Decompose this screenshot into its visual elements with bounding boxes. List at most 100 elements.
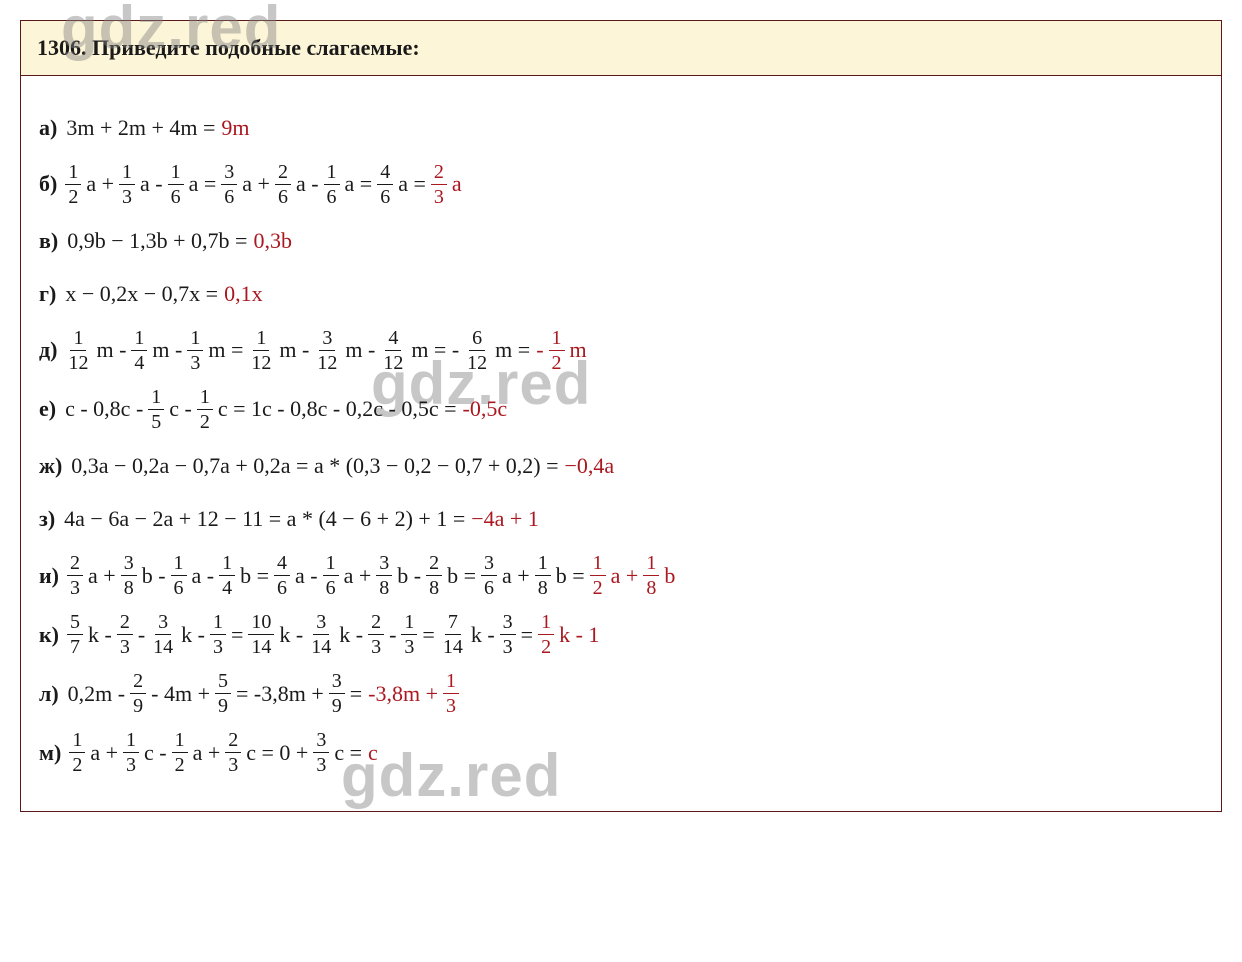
expr-text: c = 1c - 0,8c - 0,2c - 0,5c = [218,389,457,429]
fraction-numerator: 1 [590,553,606,576]
fraction-denominator: 6 [324,185,340,207]
fraction-numerator: 2 [117,612,133,635]
fraction-denominator: 3 [368,635,384,657]
fraction-numerator: 4 [377,162,393,185]
answer-text: - [536,330,543,370]
fraction: 612 [464,328,490,373]
fraction-numerator: 1 [443,671,459,694]
fraction-numerator: 3 [121,553,137,576]
answer-text: −0,4a [565,446,615,486]
header-text: 1306. Приведите подобные слагаемые: [37,35,420,60]
fraction-denominator: 6 [274,576,290,598]
fraction-denominator: 2 [538,635,554,657]
expr-text: - 4m + [151,674,210,714]
answer-text: 0,3b [253,221,292,261]
fraction-denominator: 9 [130,694,146,716]
fraction: 13 [187,328,203,373]
fraction: 23 [368,612,384,657]
fraction-denominator: 7 [67,635,83,657]
fraction-denominator: 6 [171,576,187,598]
fraction-numerator: 1 [538,612,554,635]
fraction-denominator: 8 [376,576,392,598]
fraction-denominator: 6 [481,576,497,598]
expr-text: = [350,674,362,714]
fraction: 26 [275,162,291,207]
fraction-numerator: 3 [481,553,497,576]
expr-text: a + [86,164,114,204]
fraction-numerator: 1 [323,553,339,576]
row-label: е) [39,389,56,429]
fraction-denominator: 3 [210,635,226,657]
fraction-denominator: 3 [225,753,241,775]
row-label: в) [39,221,58,261]
fraction-denominator: 3 [431,185,447,207]
fraction: 16 [168,162,184,207]
answer-text: -0,5c [463,389,508,429]
fraction: 29 [130,671,146,716]
expr-text: c = 0 + [246,733,308,773]
expr-text: a + [193,733,221,773]
fraction: 23 [67,553,83,598]
fraction-denominator: 12 [65,351,91,373]
fraction-numerator: 3 [313,612,329,635]
fraction-numerator: 2 [67,553,83,576]
fraction-numerator: 2 [426,553,442,576]
fraction-denominator: 6 [323,576,339,598]
fraction-denominator: 3 [187,351,203,373]
equation-row: г)x − 0,2x − 0,7x = 0,1x [39,274,1203,314]
expr-text: = [521,615,533,655]
expr-text: k - [88,615,112,655]
problem-content: а)3m + 2m + 4m = 9mб)12a + 13a - 16a = 3… [21,76,1221,811]
fraction: 13 [401,612,417,657]
answer-text: m [570,330,587,370]
fraction-numerator: 3 [155,612,171,635]
row-label: л) [39,674,59,714]
fraction: 33 [313,730,329,775]
problem-box: gdz.redgdz.redgdz.red 1306. Приведите по… [20,20,1222,812]
expr-text: a + [88,556,116,596]
row-label: б) [39,164,57,204]
row-label: м) [39,733,61,773]
fraction-denominator: 3 [401,635,417,657]
expr-text: m - [152,330,182,370]
expr-text: m = [495,330,530,370]
expr-text: b = [556,556,585,596]
fraction: 314 [150,612,176,657]
fraction: 112 [248,328,274,373]
row-label: и) [39,556,59,596]
row-label: а) [39,108,57,148]
fraction-numerator: 5 [215,671,231,694]
row-label: ж) [39,446,62,486]
fraction: 16 [324,162,340,207]
fraction-denominator: 3 [123,753,139,775]
expr-text: b - [397,556,421,596]
fraction-numerator: 3 [329,671,345,694]
fraction-numerator: 3 [376,553,392,576]
fraction: 14 [219,553,235,598]
fraction-denominator: 8 [121,576,137,598]
fraction-denominator: 4 [131,351,147,373]
expr-text: k - [279,615,303,655]
fraction-numerator: 1 [253,328,269,351]
expr-text: a - [295,556,318,596]
expr-text: b = [240,556,269,596]
fraction: 39 [329,671,345,716]
fraction-denominator: 12 [248,351,274,373]
expr-text: k - [471,615,495,655]
fraction-numerator: 1 [172,730,188,753]
fraction-numerator: 2 [368,612,384,635]
fraction-denominator: 8 [643,576,659,598]
fraction: 23 [117,612,133,657]
expr-text: c - 0,8c - [65,389,143,429]
fraction-denominator: 2 [65,185,81,207]
fraction-numerator: 4 [385,328,401,351]
fraction: 38 [376,553,392,598]
fraction-numerator: 2 [275,162,291,185]
expr-text: 0,2m - [68,674,125,714]
answer-text: k - 1 [559,615,599,655]
equation-row: е)c - 0,8c - 15c - 12c = 1c - 0,8c - 0,2… [39,387,1203,432]
fraction-numerator: 1 [168,162,184,185]
fraction: 13 [210,612,226,657]
expr-text: c = [334,733,362,773]
expr-text: m - [279,330,309,370]
